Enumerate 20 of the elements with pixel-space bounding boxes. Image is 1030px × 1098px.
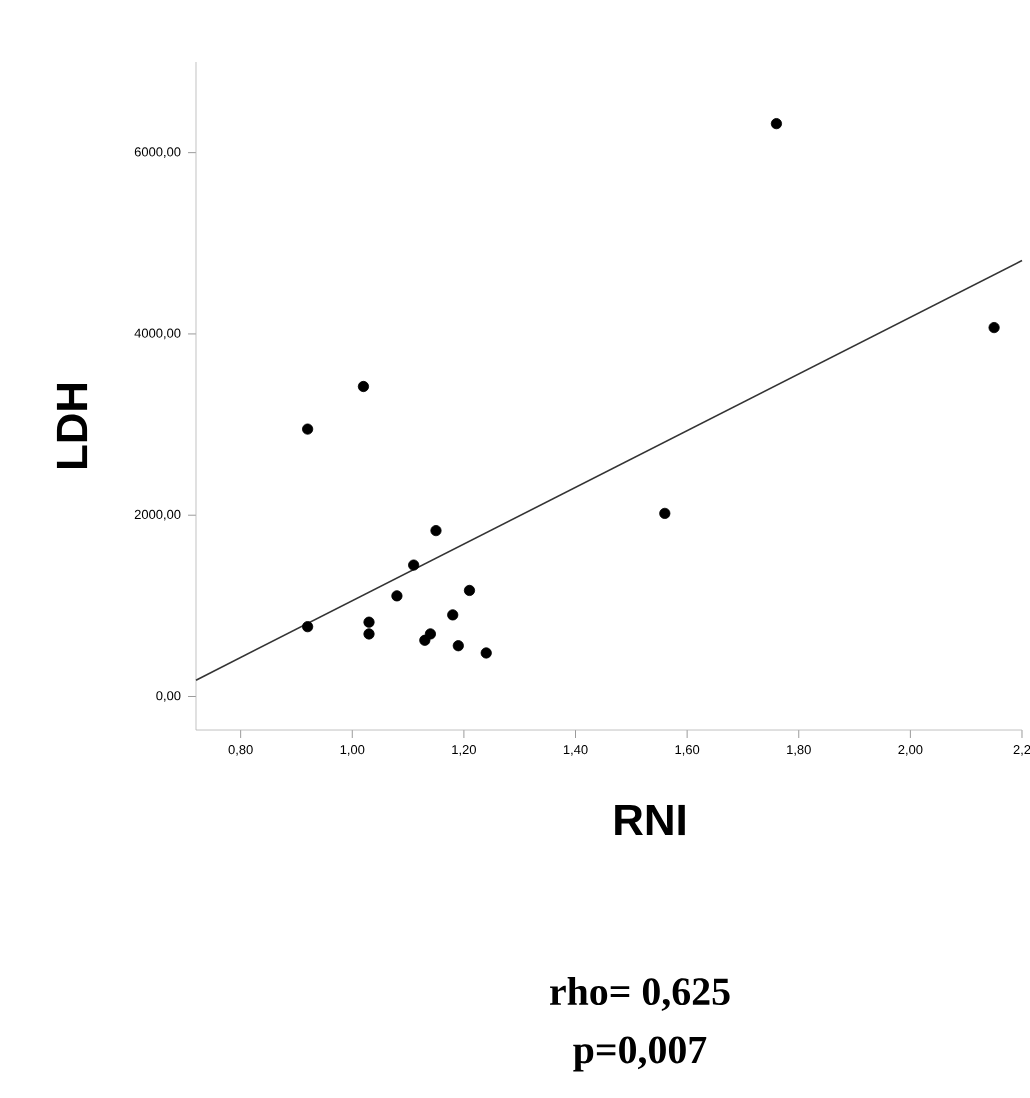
point	[408, 559, 420, 571]
text: p=0,007	[573, 1036, 707, 1072]
point	[480, 647, 492, 659]
point	[770, 118, 783, 130]
point	[430, 525, 442, 537]
point	[391, 590, 403, 602]
x-axis-title: RNI	[615, 804, 685, 836]
point	[447, 609, 459, 621]
point	[988, 322, 1000, 334]
point	[424, 628, 436, 640]
point	[363, 628, 375, 640]
point	[463, 584, 476, 597]
point	[302, 423, 314, 435]
point	[357, 380, 370, 393]
y-axis-title: LDH	[56, 383, 88, 469]
point	[659, 507, 671, 519]
text: rho= 0,625	[550, 977, 730, 1011]
point	[363, 616, 375, 628]
point	[302, 621, 314, 633]
point	[452, 640, 464, 652]
